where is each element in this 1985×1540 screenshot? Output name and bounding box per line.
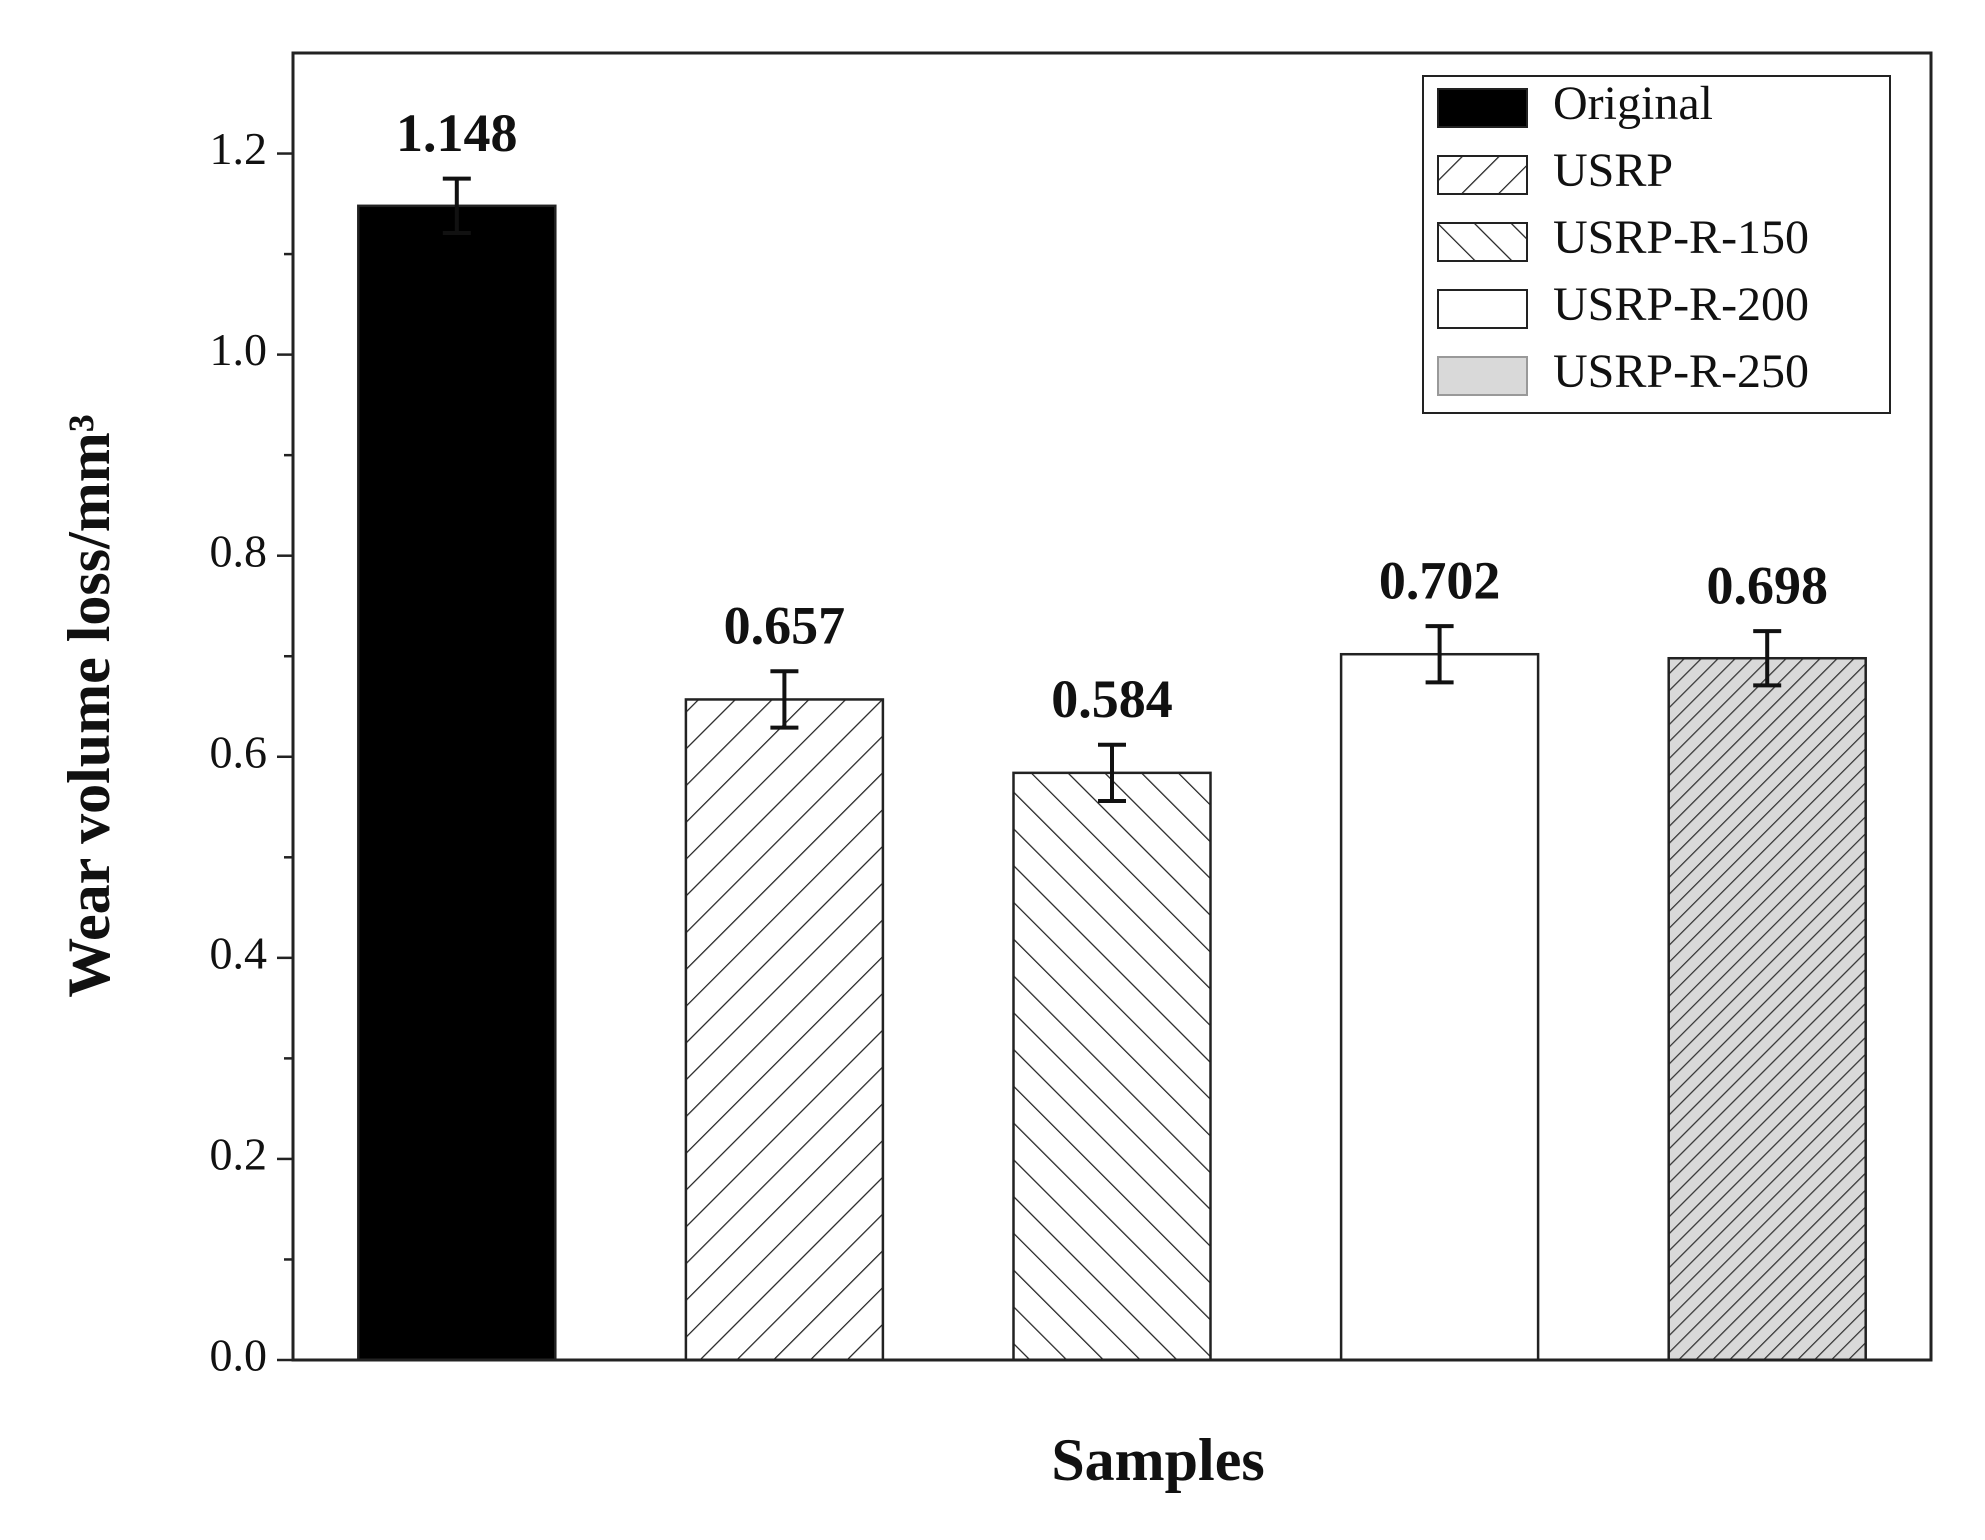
bar [684,698,885,1362]
legend-label: USRP [1553,144,1673,197]
bar [1012,771,1212,1362]
y-tick-label: 0.6 [210,726,268,777]
bar [1339,652,1540,1362]
plot-frame [291,51,1933,1362]
legend-label: Original [1553,77,1713,130]
legend-swatch [1437,222,1528,262]
value-label: 1.148 [396,103,518,163]
legend-label: USRP-R-250 [1553,345,1809,398]
legend-swatch [1437,88,1528,128]
y-tick-label: 0.0 [210,1330,268,1381]
y-tick-label: 0.2 [210,1128,268,1179]
y-axis-label: Wear volume loss/mm³ [56,414,122,998]
value-label: 0.702 [1379,550,1501,610]
y-tick-label: 0.4 [210,927,268,978]
value-label: 0.698 [1706,555,1828,615]
value-label: 0.657 [724,596,846,656]
legend-swatch [1437,289,1528,329]
value-label: 0.584 [1051,669,1173,729]
y-tick-label: 1.2 [210,123,268,174]
bar [1667,656,1867,1362]
legend-swatch [1437,155,1528,195]
legend-swatch [1437,356,1528,396]
y-tick-label: 0.8 [210,525,268,576]
y-tick-label: 1.0 [210,324,268,375]
legend-label: USRP-R-200 [1553,278,1809,331]
x-axis-label: Samples [1051,1427,1264,1493]
legend-label: USRP-R-150 [1553,211,1809,264]
bar [357,204,557,1362]
